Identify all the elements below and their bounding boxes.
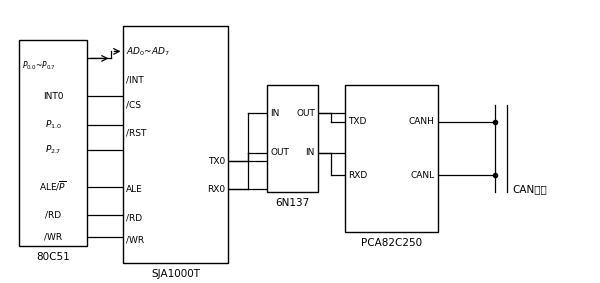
Text: /RD: /RD <box>127 213 143 222</box>
Text: OUT: OUT <box>296 109 315 118</box>
Bar <box>345 85 437 231</box>
Text: IN: IN <box>270 109 280 118</box>
Text: $P_{2.7}$: $P_{2.7}$ <box>45 144 61 156</box>
Text: /INT: /INT <box>127 75 144 84</box>
Bar <box>19 40 88 246</box>
Text: IN: IN <box>305 148 315 157</box>
Text: TX0: TX0 <box>208 157 225 166</box>
Text: 6N137: 6N137 <box>275 198 310 209</box>
Text: $P_{1.0}$: $P_{1.0}$ <box>44 118 62 131</box>
Text: CANL: CANL <box>410 171 434 180</box>
Text: RX0: RX0 <box>207 185 225 194</box>
Text: PCA82C250: PCA82C250 <box>361 238 422 248</box>
Text: SJA1000T: SJA1000T <box>151 269 200 279</box>
Bar <box>267 85 318 192</box>
Text: ALE: ALE <box>127 185 143 194</box>
Text: CANH: CANH <box>409 117 434 126</box>
Text: 80C51: 80C51 <box>36 252 70 262</box>
Text: TXD: TXD <box>348 117 366 126</box>
Text: ALE/$\overline{P}$: ALE/$\overline{P}$ <box>40 180 67 193</box>
Text: OUT: OUT <box>270 148 289 157</box>
Text: /RST: /RST <box>127 128 147 138</box>
Text: /CS: /CS <box>127 100 142 110</box>
Text: CAN总线: CAN总线 <box>512 184 547 194</box>
Text: /WR: /WR <box>44 233 62 242</box>
Text: /WR: /WR <box>127 235 145 245</box>
Text: RXD: RXD <box>348 171 367 180</box>
Text: /RD: /RD <box>45 210 61 219</box>
Text: $P_{0.0}$~$P_{0.7}$: $P_{0.0}$~$P_{0.7}$ <box>22 59 56 72</box>
Bar <box>124 26 228 263</box>
Text: INT0: INT0 <box>43 92 64 101</box>
Text: $AD_0$~$AD_7$: $AD_0$~$AD_7$ <box>127 45 170 58</box>
